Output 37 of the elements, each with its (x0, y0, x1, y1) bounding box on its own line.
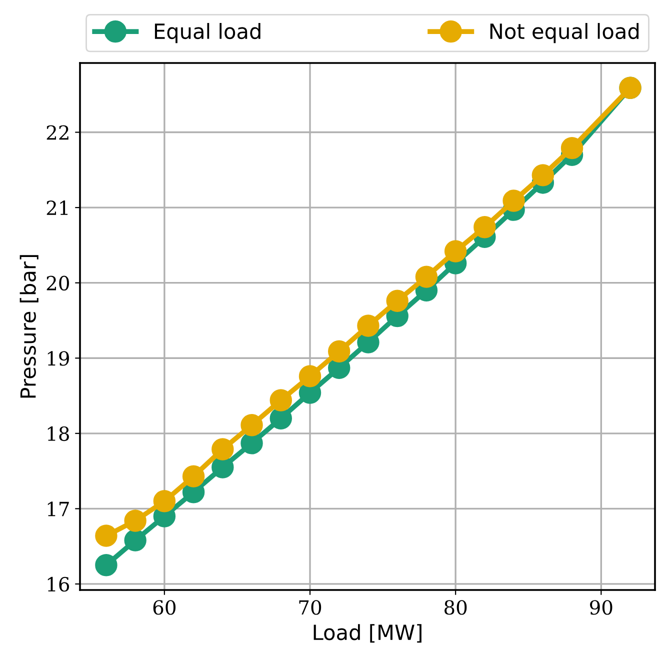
x-tick-label: 70 (299, 600, 322, 615)
y-tick-label: 16 (48, 576, 70, 592)
x-tick-label: 60 (153, 600, 176, 615)
x-tick-label: 80 (444, 600, 467, 615)
y-tick-label: 21 (46, 200, 68, 215)
point (270, 389, 292, 412)
y-axis-title: Pressure [bar] (20, 255, 38, 398)
point (212, 438, 234, 460)
point (270, 407, 292, 430)
x-tick-label: 90 (590, 600, 612, 615)
point (298, 365, 322, 388)
y-tick-label: 17 (48, 502, 69, 516)
point (357, 314, 380, 337)
point (124, 510, 146, 532)
legend-label: Not equal load (490, 22, 639, 44)
y-tick-label: 22 (46, 125, 68, 140)
point (444, 240, 467, 262)
point (153, 490, 176, 512)
point (474, 216, 496, 238)
x-axis-title: Load [MW] (314, 624, 422, 643)
point (240, 432, 263, 454)
point (95, 554, 118, 576)
point (502, 190, 525, 212)
point (95, 524, 118, 547)
legend-label: Equal load (154, 22, 260, 44)
y-tick-label: 19 (48, 351, 69, 366)
point (212, 456, 234, 478)
point (182, 465, 205, 488)
point (328, 340, 350, 362)
point (386, 290, 408, 312)
y-tick-label: 18 (48, 426, 69, 442)
point (240, 414, 263, 436)
y-tick-label: 20 (46, 276, 69, 290)
point (560, 136, 584, 160)
point (124, 529, 146, 552)
point (532, 164, 554, 186)
point (415, 266, 438, 288)
